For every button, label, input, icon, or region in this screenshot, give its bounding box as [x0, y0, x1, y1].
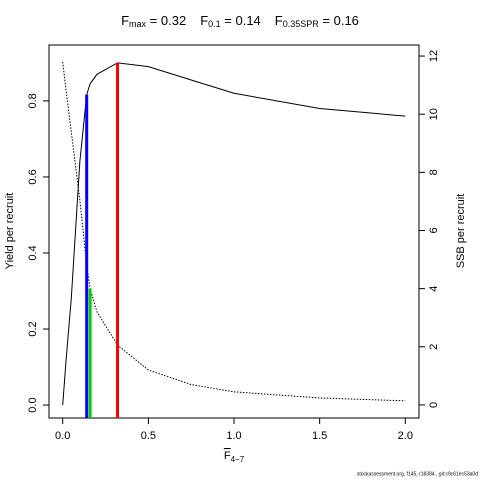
- curve: [62, 62, 406, 406]
- title-value: 0.14: [235, 13, 260, 28]
- plot-frame: [48, 44, 420, 419]
- title-value: 0.32: [161, 13, 186, 28]
- title-value: 0.16: [334, 13, 359, 28]
- y2-tick-label: 2: [428, 344, 440, 350]
- curve: [62, 61, 406, 402]
- y2-axis-label: SSB per recruit: [455, 194, 467, 269]
- y-tick-label: 0.0: [27, 397, 39, 412]
- y2-tick-label: 0: [428, 402, 440, 408]
- x-tick-label: 1.5: [312, 430, 327, 442]
- title-eq: =: [146, 13, 161, 28]
- y-tick-label: 0.8: [27, 93, 39, 108]
- x-tick-label: 1.0: [226, 430, 241, 442]
- x-tick-label: 2.0: [398, 430, 413, 442]
- y2-tick-label: 10: [428, 108, 440, 120]
- y2-tick-label: 4: [428, 286, 440, 292]
- x-axis-label: F4−7: [224, 450, 245, 464]
- chart-title: Fmax = 0.32 F0.1 = 0.14 F0.35SPR = 0.16: [121, 13, 359, 29]
- title-sub: 0.1: [208, 19, 221, 29]
- y-axis-label: Yield per recruit: [4, 193, 16, 270]
- y2-tick-label: 8: [428, 169, 440, 175]
- x-tick-label: 0.5: [141, 430, 156, 442]
- title-symbol: F: [121, 13, 129, 28]
- x-tick-label: 0.0: [55, 430, 70, 442]
- y-tick-label: 0.4: [27, 245, 39, 260]
- title-eq: =: [319, 13, 334, 28]
- y-tick-label: 0.6: [27, 169, 39, 184]
- title-sub: max: [129, 19, 147, 29]
- title-symbol: F: [275, 13, 283, 28]
- footer: stockassessment.org, f145, r18384 , git:…: [357, 471, 478, 477]
- y-tick-label: 0.2: [27, 321, 39, 336]
- title-eq: =: [221, 13, 236, 28]
- y2-tick-label: 12: [428, 50, 440, 62]
- title-sub: 0.35SPR: [283, 19, 320, 29]
- title-symbol: F: [200, 13, 208, 28]
- y2-tick-label: 6: [428, 227, 440, 233]
